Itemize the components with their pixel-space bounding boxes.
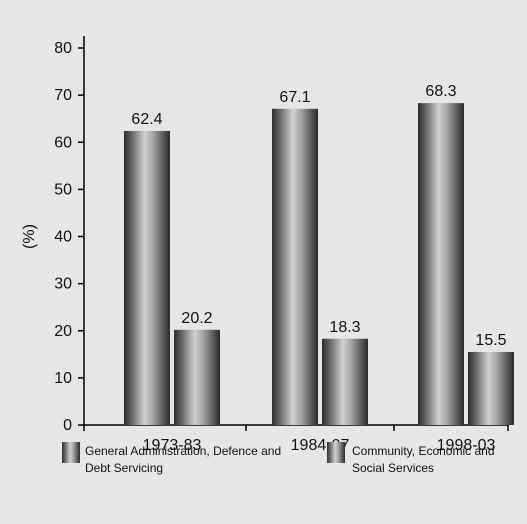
x-category-label: 1973-83 [143, 437, 202, 454]
axes: 0 10 20 30 40 50 60 70 80 (%) [21, 36, 509, 434]
y-tick-label: 50 [54, 181, 72, 198]
labels-group: 1973-8362.420.21984-9767.118.31998-0368.… [131, 83, 506, 454]
bar [272, 108, 318, 425]
bar [418, 103, 464, 425]
data-label: 15.5 [475, 332, 506, 349]
data-label: 18.3 [329, 319, 360, 336]
legend-label: General Administration, Defence and [85, 444, 281, 458]
data-label: 62.4 [131, 111, 162, 128]
bar [124, 130, 170, 425]
bars-group [124, 103, 514, 425]
y-tick-label: 70 [54, 87, 72, 104]
data-label: 68.3 [425, 83, 456, 100]
data-label: 20.2 [181, 310, 212, 327]
legend-label: Community, Economic and [352, 444, 495, 458]
y-tick-label: 30 [54, 276, 72, 293]
bar [174, 329, 220, 425]
y-tick-label: 10 [54, 370, 72, 387]
bar [322, 338, 368, 425]
y-tick-label: 60 [54, 134, 72, 151]
legend: General Administration, Defence and Debt … [62, 442, 495, 475]
x-category-label: 1998-03 [437, 437, 496, 454]
y-axis-title: (%) [21, 224, 38, 249]
y-tick-label: 40 [54, 229, 72, 246]
legend-label: Debt Servicing [85, 461, 163, 475]
legend-label: Social Services [352, 461, 434, 475]
y-tick-label: 80 [54, 40, 72, 57]
y-tick-label: 20 [54, 323, 72, 340]
bar [468, 351, 514, 425]
y-tick-label: 0 [63, 417, 72, 434]
legend-swatch [327, 442, 345, 463]
data-label: 67.1 [279, 89, 310, 106]
legend-swatch [62, 442, 80, 463]
